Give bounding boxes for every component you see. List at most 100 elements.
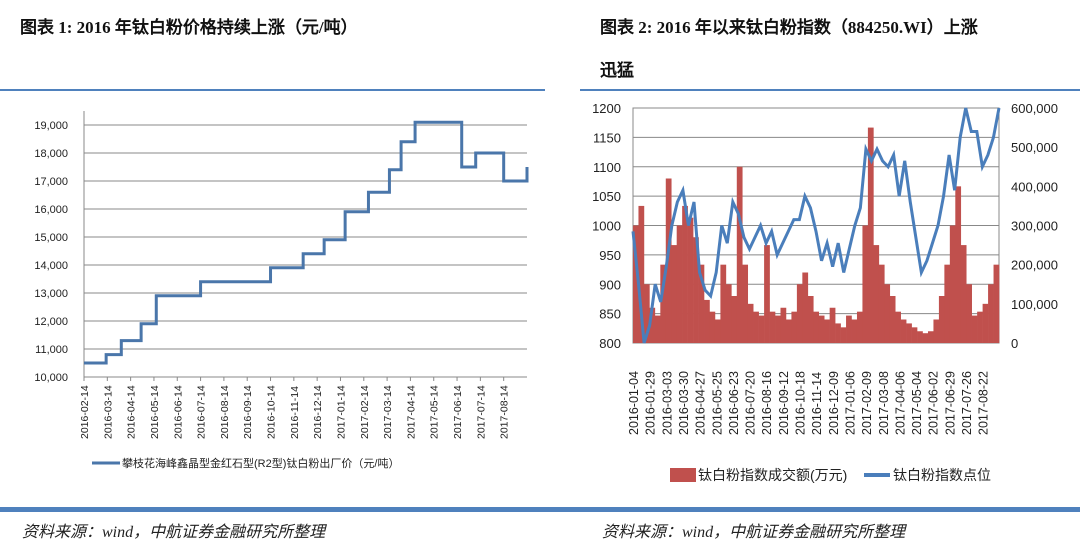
volume-bar bbox=[665, 178, 672, 343]
volume-bar bbox=[682, 205, 688, 343]
x-tick-label: 2017-08-22 bbox=[977, 371, 991, 435]
volume-bar bbox=[758, 315, 765, 343]
x-tick-label: 2017-02-09 bbox=[860, 371, 874, 435]
x-tick-label: 2016-04-14 bbox=[126, 385, 138, 439]
y-tick-label: 14,000 bbox=[34, 260, 68, 272]
y-tick-label: 15,000 bbox=[34, 232, 68, 244]
volume-bar bbox=[840, 327, 847, 343]
volume-bar bbox=[769, 311, 776, 343]
volume-bar bbox=[906, 323, 912, 343]
x-tick-label: 2016-03-30 bbox=[677, 371, 691, 435]
x-tick-label: 2016-01-04 bbox=[627, 371, 641, 435]
x-tick-label: 2017-01-06 bbox=[843, 371, 857, 435]
y-left-tick-label: 1150 bbox=[593, 130, 621, 145]
volume-bar bbox=[796, 284, 803, 343]
legend-label: 攀枝花海峰鑫晶型金红石型(R2型)钛白粉出厂价（元/吨） bbox=[122, 456, 399, 470]
volume-bar bbox=[764, 245, 770, 343]
x-tick-label: 2016-08-14 bbox=[219, 385, 231, 439]
x-tick-label: 2016-09-14 bbox=[242, 385, 254, 439]
x-tick-label: 2017-03-14 bbox=[382, 385, 394, 439]
volume-bar bbox=[922, 333, 929, 343]
volume-bar bbox=[785, 319, 792, 343]
y-right-tick-label: 200,000 bbox=[1011, 258, 1058, 273]
chart1-title: 图表 1: 2016 年钛白粉价格持续上涨（元/吨） bbox=[20, 18, 358, 37]
volume-bar bbox=[895, 311, 901, 343]
volume-bar bbox=[649, 307, 656, 343]
x-tick-label: 2016-11-14 bbox=[810, 372, 824, 435]
y-tick-label: 18,000 bbox=[34, 148, 68, 160]
volume-bar bbox=[698, 264, 705, 343]
source-left: 资料来源：wind，中航证券金融研究所整理 bbox=[22, 524, 326, 541]
footer-divider bbox=[0, 507, 1080, 512]
x-tick-label: 2017-05-04 bbox=[910, 371, 924, 435]
y-left-tick-label: 1100 bbox=[593, 160, 621, 175]
volume-bar bbox=[742, 264, 749, 343]
volume-bar bbox=[643, 284, 650, 343]
volume-bar bbox=[911, 327, 918, 343]
volume-bar bbox=[878, 264, 885, 343]
volume-bar bbox=[955, 186, 962, 343]
x-tick-label: 2016-05-25 bbox=[710, 371, 724, 435]
x-tick-label: 2017-06-29 bbox=[943, 371, 957, 435]
chart-1-price: 10,000 11,000 12,000 13,000 14,000 15,000 16,0… bbox=[34, 111, 529, 470]
volume-bar bbox=[720, 264, 727, 343]
x-tick-label: 2017-02-14 bbox=[359, 385, 371, 439]
volume-bar bbox=[933, 319, 940, 343]
x-tick-label: 2016-10-18 bbox=[794, 371, 808, 435]
x-tick-label: 2017-06-02 bbox=[927, 371, 941, 435]
volume-bar bbox=[944, 264, 951, 343]
y-right-tick-label: 500,000 bbox=[1011, 140, 1058, 155]
volume-bar bbox=[802, 272, 809, 343]
volume-bar bbox=[884, 284, 891, 343]
x-tick-label: 2016-04-27 bbox=[694, 371, 708, 435]
volume-bar bbox=[873, 245, 880, 343]
x-tick-label: 2017-05-14 bbox=[429, 385, 441, 439]
volume-bar bbox=[938, 296, 945, 343]
volume-bar bbox=[753, 311, 759, 343]
volume-bar bbox=[927, 331, 934, 343]
y-tick-label: 10,000 bbox=[34, 372, 68, 384]
volume-bar bbox=[671, 245, 678, 343]
volume-bar bbox=[709, 311, 716, 343]
y-tick-label: 11,000 bbox=[35, 344, 68, 356]
volume-bar bbox=[960, 245, 967, 343]
volume-bar bbox=[982, 303, 989, 343]
x-tick-label: 2016-02-14 bbox=[79, 385, 91, 439]
volume-bar bbox=[791, 311, 798, 343]
y-tick-label: 12,000 bbox=[34, 316, 68, 328]
volume-bar bbox=[714, 319, 721, 343]
x-tick-label: 2017-07-26 bbox=[960, 371, 974, 435]
x-tick-label: 2016-06-23 bbox=[727, 371, 741, 435]
y-tick-label: 17,000 bbox=[34, 176, 68, 188]
legend-swatch-volume bbox=[670, 468, 696, 482]
x-tick-label: 2017-04-06 bbox=[893, 371, 907, 435]
y-left-tick-label: 1200 bbox=[592, 101, 621, 116]
volume-bar bbox=[654, 315, 661, 343]
volume-bar bbox=[917, 331, 923, 343]
volume-bar bbox=[977, 311, 983, 343]
y-left-tick-label: 1000 bbox=[592, 219, 621, 234]
x-tick-label: 2016-05-14 bbox=[149, 385, 161, 439]
volume-bar bbox=[780, 307, 787, 343]
volume-bar bbox=[862, 225, 869, 343]
y-right-tick-label: 600,000 bbox=[1011, 101, 1058, 116]
x-tick-label: 2017-01-14 bbox=[335, 385, 347, 439]
volume-bar bbox=[747, 303, 754, 343]
volume-bar bbox=[846, 315, 852, 343]
x-tick-label: 2017-04-14 bbox=[405, 385, 417, 439]
y-tick-label: 16,000 bbox=[34, 204, 68, 216]
source-right: 资料来源：wind，中航证券金融研究所整理 bbox=[602, 524, 906, 541]
y-left-tick-label: 800 bbox=[599, 336, 621, 351]
legend-label-volume: 钛白粉指数成交额(万元) bbox=[698, 467, 847, 483]
y-right-tick-label: 400,000 bbox=[1011, 179, 1058, 194]
volume-bar bbox=[693, 237, 699, 343]
x-tick-label: 2016-12-09 bbox=[827, 371, 841, 435]
volume-bar bbox=[704, 299, 710, 343]
x-tick-label: 2016-11-14 bbox=[289, 386, 301, 439]
volume-bar bbox=[856, 311, 863, 343]
x-tick-label: 2016-07-20 bbox=[744, 371, 758, 435]
volume-bar bbox=[660, 264, 667, 343]
chart2-title: 图表 2: 2016 年以来钛白粉指数（884250.WI）上涨 迅猛 bbox=[600, 6, 978, 92]
y-left-tick-label: 1050 bbox=[592, 189, 621, 204]
x-tick-label: 2016-01-29 bbox=[644, 371, 658, 435]
